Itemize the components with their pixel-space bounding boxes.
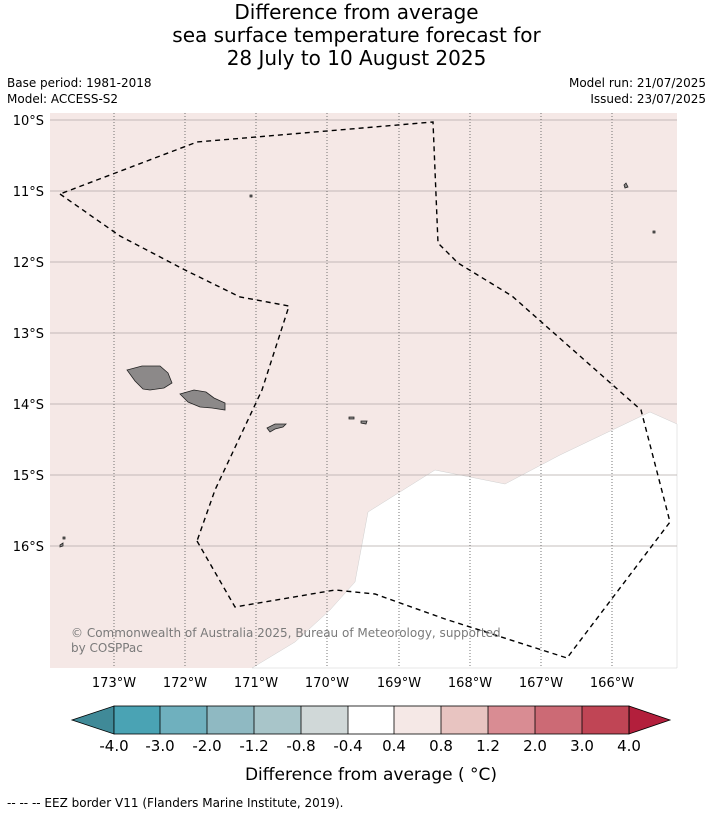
- colorbar-label: -2.0: [192, 737, 221, 755]
- longitude-labels: 173°W 172°W 171°W 170°W 169°W 168°W 167°…: [92, 676, 634, 691]
- colorbar-label: 4.0: [617, 737, 641, 755]
- colorbar-max-arrow: [628, 705, 672, 735]
- colorbar-segment-2: [160, 706, 207, 734]
- lat-label-10s: 10°S: [13, 114, 44, 129]
- samoa-eez-border: [59, 193, 290, 542]
- colorbar-segment-1: [114, 706, 160, 734]
- american-samoa-eez-border: [59, 121, 671, 659]
- colorbar-label: 1.2: [476, 737, 500, 755]
- lat-label-16s: 16°S: [13, 540, 44, 555]
- colorbar-segment-8: [441, 706, 488, 734]
- colorbar-outline: [113, 705, 630, 735]
- lat-label-11s: 11°S: [13, 185, 44, 200]
- manua-island-1: [348, 416, 355, 420]
- swains-island: [623, 182, 629, 189]
- lon-label-172w: 172°W: [163, 676, 207, 691]
- colorbar-segment-4: [254, 706, 301, 734]
- colorbar-title: Difference from average ( °C): [245, 765, 497, 785]
- colorbar-label: 0.4: [382, 737, 406, 755]
- colorbar-segment-11: [582, 706, 629, 734]
- savaii-island: [126, 365, 173, 391]
- colorbar-segment-3: [207, 706, 254, 734]
- small-islet-4: [62, 536, 66, 540]
- lat-label-15s: 15°S: [13, 469, 44, 484]
- eez-borders: [59, 121, 671, 659]
- colorbar-label: 0.8: [429, 737, 453, 755]
- title-line-2: sea surface temperature forecast for: [172, 23, 541, 47]
- lon-label-170w: 170°W: [305, 676, 349, 691]
- colorbar-segment-10: [535, 706, 582, 734]
- colorbar-segment-7: [394, 706, 441, 734]
- lat-label-13s: 13°S: [13, 327, 44, 342]
- lon-label-168w: 168°W: [448, 676, 492, 691]
- lon-label-166w: 166°W: [590, 676, 634, 691]
- map-panel: [50, 113, 678, 669]
- small-islet-1: [249, 194, 253, 198]
- colorbar-label: -0.8: [286, 737, 315, 755]
- model-run: Model run: 21/07/2025: [568, 76, 706, 90]
- meta-left: Base period: 1981-2018 Model: ACCESS-S2: [7, 75, 152, 107]
- manua-island-2: [360, 420, 368, 425]
- colorbar-label: -4.0: [99, 737, 128, 755]
- lon-label-173w: 173°W: [92, 676, 136, 691]
- base-period: Base period: 1981-2018: [7, 76, 152, 90]
- lon-label-167w: 167°W: [519, 676, 563, 691]
- colorbar-segment-5: [301, 706, 348, 734]
- eez-legend-footer: -- -- -- EEZ border V11 (Flanders Marine…: [7, 796, 344, 810]
- title-line-1: Difference from average: [234, 0, 479, 24]
- colorbar-label: -1.2: [239, 737, 268, 755]
- tutuila-island: [266, 423, 287, 433]
- lon-label-169w: 169°W: [377, 676, 421, 691]
- colorbar: -4.0 -3.0 -2.0 -1.2 -0.8 -0.4 0.4 0.8 1.…: [70, 705, 672, 785]
- colorbar-label: -3.0: [145, 737, 174, 755]
- model-name: Model: ACCESS-S2: [7, 92, 119, 106]
- land-masses: [59, 182, 656, 548]
- colorbar-min-arrow: [70, 705, 115, 735]
- upolu-island: [179, 389, 226, 411]
- meta-right: Model run: 21/07/2025 Issued: 23/07/2025: [569, 75, 706, 107]
- colorbar-label: -0.4: [333, 737, 362, 755]
- latitude-gridlines: [50, 119, 677, 547]
- lon-label-171w: 171°W: [234, 676, 278, 691]
- colorbar-segment-9: [488, 706, 535, 734]
- lat-label-12s: 12°S: [13, 256, 44, 271]
- small-islet-2: [652, 230, 656, 234]
- colorbar-label: 3.0: [570, 737, 594, 755]
- colorbar-label: 2.0: [523, 737, 547, 755]
- small-islet-3: [59, 542, 64, 548]
- copyright-notice: © Commonwealth of Australia 2025, Bureau…: [71, 626, 501, 656]
- latitude-labels: 10°S 11°S 12°S 13°S 14°S 15°S 16°S: [13, 114, 44, 555]
- lat-label-14s: 14°S: [13, 398, 44, 413]
- issued-date: Issued: 23/07/2025: [590, 92, 706, 106]
- longitude-gridlines: [113, 113, 613, 668]
- colorbar-segment-6: [348, 706, 394, 734]
- colorbar-dividers: [159, 706, 583, 734]
- title-line-3: 28 July to 10 August 2025: [226, 46, 487, 70]
- copyright-line-2: by COSPPac: [71, 641, 143, 655]
- copyright-line-1: © Commonwealth of Australia 2025, Bureau…: [71, 626, 501, 640]
